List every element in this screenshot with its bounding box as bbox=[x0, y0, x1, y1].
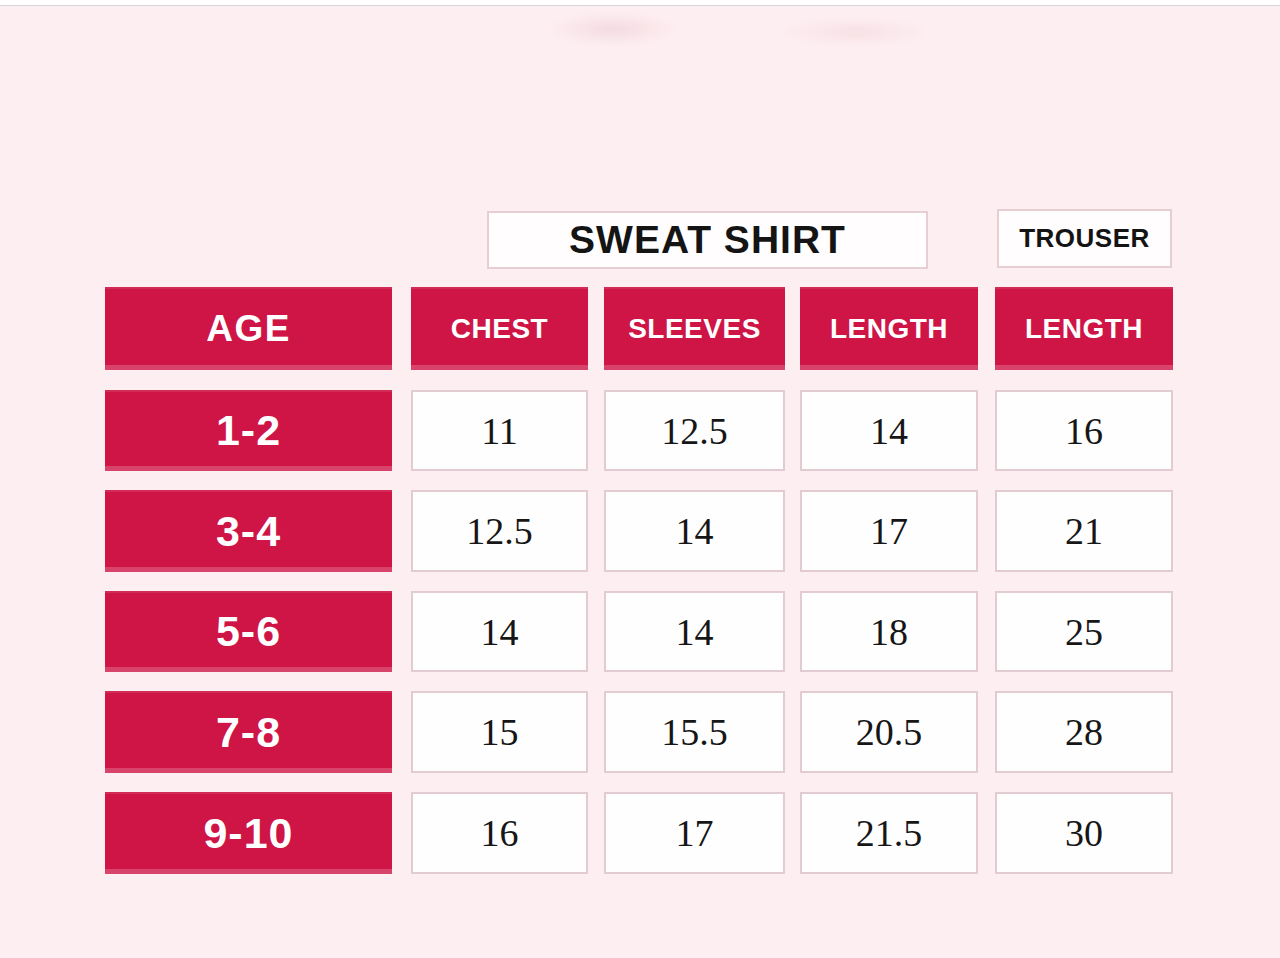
data-cell-trouser-length: 28 bbox=[995, 691, 1173, 773]
data-cell-sleeves: 14 bbox=[604, 490, 785, 572]
data-cell-sleeves: 15.5 bbox=[604, 691, 785, 773]
data-cell-trouser-length: 25 bbox=[995, 591, 1173, 672]
data-cell-chest: 14 bbox=[411, 591, 588, 672]
column-header-trouser-length: LENGTH bbox=[995, 287, 1173, 370]
data-cell-chest: 15 bbox=[411, 691, 588, 773]
top-border-strip bbox=[0, 0, 1280, 6]
data-cell-trouser-length: 30 bbox=[995, 792, 1173, 874]
column-header-length: LENGTH bbox=[800, 287, 978, 370]
data-cell-length: 14 bbox=[800, 390, 978, 471]
data-cell-sleeves: 14 bbox=[604, 591, 785, 672]
data-cell-chest: 16 bbox=[411, 792, 588, 874]
data-cell-length: 18 bbox=[800, 591, 978, 672]
data-cell-chest: 11 bbox=[411, 390, 588, 471]
age-cell: 1-2 bbox=[105, 390, 392, 471]
data-cell-length: 20.5 bbox=[800, 691, 978, 773]
watermark-smudge bbox=[548, 12, 678, 46]
trouser-group-title: TROUSER bbox=[997, 209, 1172, 268]
data-cell-length: 21.5 bbox=[800, 792, 978, 874]
age-cell: 5-6 bbox=[105, 591, 392, 672]
column-header-chest: CHEST bbox=[411, 287, 588, 370]
age-cell: 3-4 bbox=[105, 490, 392, 572]
data-cell-sleeves: 17 bbox=[604, 792, 785, 874]
data-cell-sleeves: 12.5 bbox=[604, 390, 785, 471]
sweat-shirt-group-title: SWEAT SHIRT bbox=[487, 211, 928, 269]
data-cell-chest: 12.5 bbox=[411, 490, 588, 572]
column-header-sleeves: SLEEVES bbox=[604, 287, 785, 370]
age-cell: 7-8 bbox=[105, 691, 392, 773]
data-cell-trouser-length: 16 bbox=[995, 390, 1173, 471]
watermark-smudge bbox=[780, 18, 930, 46]
data-cell-trouser-length: 21 bbox=[995, 490, 1173, 572]
age-cell: 9-10 bbox=[105, 792, 392, 874]
data-cell-length: 17 bbox=[800, 490, 978, 572]
column-header-age: AGE bbox=[105, 287, 392, 370]
